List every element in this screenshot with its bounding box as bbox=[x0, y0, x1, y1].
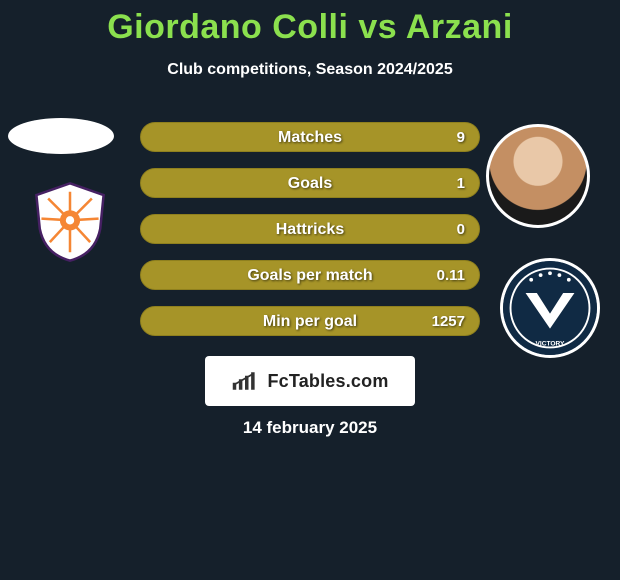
stat-bar: Goals 1 bbox=[140, 168, 480, 198]
stat-value: 0.11 bbox=[437, 261, 465, 291]
melbourne-victory-icon: VICTORY bbox=[503, 258, 597, 358]
svg-text:VICTORY: VICTORY bbox=[536, 341, 565, 348]
stat-bar: Hattricks 0 bbox=[140, 214, 480, 244]
club-badge-left bbox=[20, 178, 120, 266]
perth-glory-icon bbox=[28, 180, 112, 264]
stat-value: 0 bbox=[457, 215, 465, 245]
club-badge-right: VICTORY bbox=[500, 258, 600, 358]
stat-bar: Matches 9 bbox=[140, 122, 480, 152]
stat-label: Hattricks bbox=[276, 221, 344, 238]
page-title: Giordano Colli vs Arzani bbox=[0, 0, 620, 47]
date-text: 14 february 2025 bbox=[0, 418, 620, 438]
player-photo-right bbox=[486, 124, 590, 228]
bars-chart-icon bbox=[231, 370, 259, 392]
stats-bars: Matches 9 Goals 1 Hattricks 0 Goals per … bbox=[140, 122, 480, 352]
stat-label: Matches bbox=[278, 129, 342, 146]
stat-bar: Min per goal 1257 bbox=[140, 306, 480, 336]
stat-value: 9 bbox=[457, 123, 465, 153]
stat-label: Goals bbox=[288, 175, 332, 192]
player-photo-left bbox=[8, 118, 114, 154]
brand-text: FcTables.com bbox=[267, 371, 388, 392]
subtitle: Club competitions, Season 2024/2025 bbox=[0, 61, 620, 79]
stat-value: 1 bbox=[457, 169, 465, 199]
brand-badge: FcTables.com bbox=[205, 356, 415, 406]
stat-value: 1257 bbox=[432, 307, 465, 337]
stat-label: Goals per match bbox=[247, 267, 372, 284]
stat-label: Min per goal bbox=[263, 313, 357, 330]
stat-bar: Goals per match 0.11 bbox=[140, 260, 480, 290]
